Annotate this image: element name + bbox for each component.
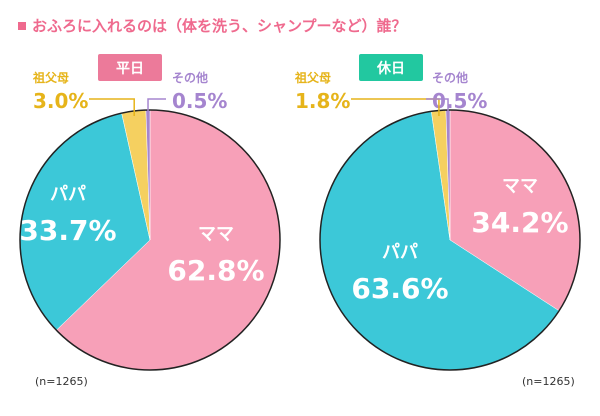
slice-value: 34.2% bbox=[471, 206, 568, 239]
slice-value: 63.6% bbox=[351, 272, 448, 305]
slice-value: 33.7% bbox=[19, 214, 116, 247]
pie-badge bbox=[359, 54, 423, 81]
pie-outline bbox=[19, 109, 281, 371]
slice-value: 3.0% bbox=[33, 89, 88, 113]
chart-title: おふろに入れるのは（体を洗う、シャンプーなど）誰？ bbox=[32, 17, 407, 35]
leader-line-other bbox=[426, 98, 449, 116]
slice-label: 祖父母 bbox=[32, 70, 69, 85]
pie-title: 平日 bbox=[116, 61, 144, 77]
sample-size-note: (n=1265) bbox=[522, 375, 575, 388]
slice-value: 0.5% bbox=[172, 89, 227, 113]
leader-line-grandparents bbox=[89, 98, 135, 116]
pie-outline bbox=[319, 109, 581, 371]
title-bullet bbox=[18, 22, 26, 30]
slice-label: ママ bbox=[198, 224, 234, 245]
pie-title: 休日 bbox=[376, 60, 405, 77]
sample-size-note: (n=1265) bbox=[35, 375, 88, 388]
slice-value: 0.5% bbox=[432, 89, 487, 113]
slice-label: パパ bbox=[50, 184, 86, 205]
slice-label: 祖父母 bbox=[294, 70, 331, 85]
slice-label: パパ bbox=[382, 242, 418, 263]
slice-label: その他 bbox=[432, 70, 468, 85]
slice-value: 1.8% bbox=[295, 89, 350, 113]
leader-line-other bbox=[147, 98, 166, 116]
pie-badge bbox=[98, 54, 162, 81]
slice-value: 62.8% bbox=[167, 254, 264, 287]
slice-label: ママ bbox=[502, 176, 538, 197]
slice-label: その他 bbox=[172, 70, 208, 85]
